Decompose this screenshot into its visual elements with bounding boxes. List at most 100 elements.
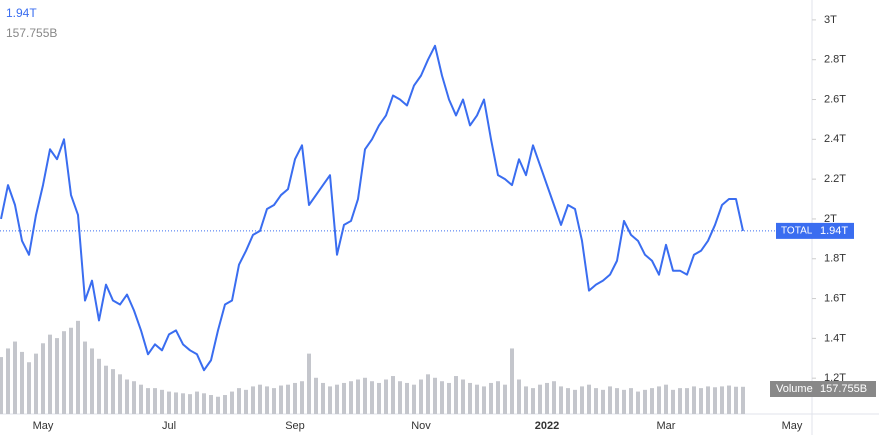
price-line (0, 44, 744, 372)
volume-bar (706, 386, 710, 414)
volume-bar (216, 396, 220, 414)
y-tick-label: 1.6T (824, 292, 846, 304)
volume-bar (496, 381, 500, 414)
volume-bar (132, 381, 136, 414)
volume-bar (300, 381, 304, 414)
volume-bar (531, 388, 535, 414)
name-tag (776, 222, 814, 239)
volume-bar (454, 376, 458, 414)
volume-bar (27, 362, 31, 414)
last-price: 1.94T (6, 6, 37, 20)
volume-bar (475, 384, 479, 414)
volume-tag (770, 381, 814, 397)
y-tick-label: 1.4T (824, 332, 846, 344)
volume-bar (517, 379, 521, 414)
volume-bar (727, 385, 731, 414)
volume-bar (167, 391, 171, 414)
volume-bar (335, 384, 339, 414)
volume-bar (111, 369, 115, 414)
volume-bar (713, 387, 717, 414)
volume-bar (251, 386, 255, 414)
volume-bar (104, 365, 108, 414)
volume-bar (349, 381, 353, 414)
volume-bar (510, 348, 514, 414)
last-volume: 157.755B (6, 26, 57, 40)
volume-bar (356, 379, 360, 414)
volume-bar (34, 353, 38, 414)
volume-bar (615, 388, 619, 414)
x-tick-label: May (33, 420, 54, 432)
volume-bar (76, 320, 80, 414)
volume-bar (447, 382, 451, 414)
volume-bar (62, 331, 66, 414)
volume-bar (419, 379, 423, 414)
volume-value-tag (814, 381, 876, 397)
volume-bar (384, 379, 388, 414)
volume-bar (524, 386, 528, 414)
volume-bar (307, 353, 311, 414)
y-tick-label: 3T (824, 14, 837, 26)
volume-bar (139, 384, 143, 414)
volume-bar (223, 395, 227, 414)
volume-bar (363, 377, 367, 414)
volume-bar (594, 388, 598, 414)
volume-bar (566, 388, 570, 414)
volume-bar (440, 381, 444, 414)
volume-bar (580, 386, 584, 414)
volume-bar (181, 393, 185, 414)
volume-bar (391, 376, 395, 414)
volume-bar (587, 384, 591, 414)
volume-bar (503, 384, 507, 414)
x-tick-label: Nov (411, 420, 431, 432)
volume-bar (202, 393, 206, 414)
volume-bar (699, 388, 703, 414)
volume-bar (559, 386, 563, 414)
volume-bar (734, 386, 738, 414)
volume-bar (643, 389, 647, 414)
volume-bar (41, 343, 45, 414)
volume-bar (636, 391, 640, 414)
volume-bar (90, 348, 94, 414)
volume-bar (405, 382, 409, 414)
volume-bar (370, 381, 374, 414)
volume-bar (538, 384, 542, 414)
volume-bar (188, 394, 192, 414)
volume-bar (468, 382, 472, 414)
volume-bar (377, 382, 381, 414)
value-tag (814, 222, 854, 239)
volume-value-label: 157.755B (820, 383, 867, 395)
volume-bar (461, 379, 465, 414)
volume-bar (6, 348, 10, 414)
volume-bar (244, 389, 248, 414)
volume-tag-name: Volume (776, 383, 813, 395)
volume-bar (258, 384, 262, 414)
volume-bar (20, 351, 24, 414)
value-tag-label: 1.94T (820, 225, 848, 237)
y-tick-label: 2.6T (824, 93, 846, 105)
volume-bar (272, 388, 276, 414)
y-tick-label: 2.4T (824, 133, 846, 145)
volume-bar (342, 382, 346, 414)
volume-bar (97, 358, 101, 414)
volume-bar (328, 386, 332, 414)
volume-bar (48, 334, 52, 414)
volume-bar (601, 389, 605, 414)
volume-bar (160, 389, 164, 414)
y-tick-label: 2.2T (824, 173, 846, 185)
volume-bar (195, 391, 199, 414)
volume-bar (125, 379, 129, 414)
volume-bar (629, 388, 633, 414)
volume-bar (13, 341, 17, 414)
x-tick-label: Mar (657, 420, 676, 432)
volume-bar (622, 389, 626, 414)
volume-bar (237, 388, 241, 414)
volume-bar (657, 386, 661, 414)
volume-bar (314, 377, 318, 414)
volume-bar (573, 389, 577, 414)
volume-bar (678, 388, 682, 414)
x-tick-label: May (782, 420, 803, 432)
volume-bar (426, 374, 430, 414)
volume-bar (55, 338, 59, 414)
volume-bar (650, 388, 654, 414)
volume-bar (209, 395, 213, 414)
